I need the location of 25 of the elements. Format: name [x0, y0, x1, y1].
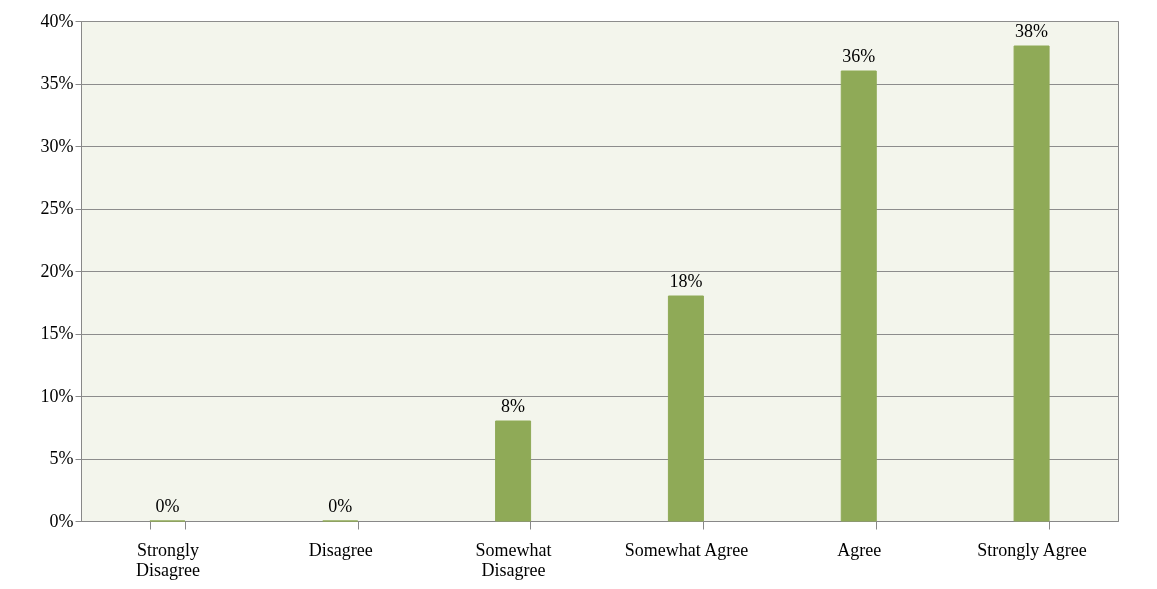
- x-tick-label: Disagree: [308, 539, 373, 560]
- y-tick-label: 40%: [40, 10, 74, 31]
- y-tick-label: 25%: [40, 198, 74, 218]
- x-tick-label: Agree: [837, 539, 882, 560]
- bar: [1013, 45, 1050, 522]
- bar: [495, 420, 532, 522]
- y-tick-label: 15%: [40, 323, 74, 343]
- data-label: 0%: [155, 496, 180, 516]
- y-tick-label: 35%: [40, 73, 74, 93]
- bar: [667, 295, 704, 522]
- y-tick-label: 5%: [49, 448, 74, 468]
- x-tick-label: Strongly Disagree: [135, 539, 200, 580]
- y-tick-label: 30%: [40, 135, 74, 156]
- x-tick-label: Somewhat Agree: [624, 539, 749, 560]
- data-label: 18%: [669, 271, 703, 291]
- x-tick-label: Strongly Agree: [977, 539, 1087, 560]
- x-tick-label: Somewhat Disagree: [475, 539, 552, 580]
- y-tick-label: 20%: [40, 260, 74, 281]
- data-label: 8%: [501, 396, 526, 416]
- data-label: 38%: [1015, 21, 1049, 41]
- data-label: 36%: [842, 46, 876, 66]
- bar: [840, 70, 877, 522]
- y-tick-label: 0%: [49, 510, 74, 531]
- y-tick-label: 10%: [40, 385, 74, 406]
- data-label: 0%: [328, 496, 353, 516]
